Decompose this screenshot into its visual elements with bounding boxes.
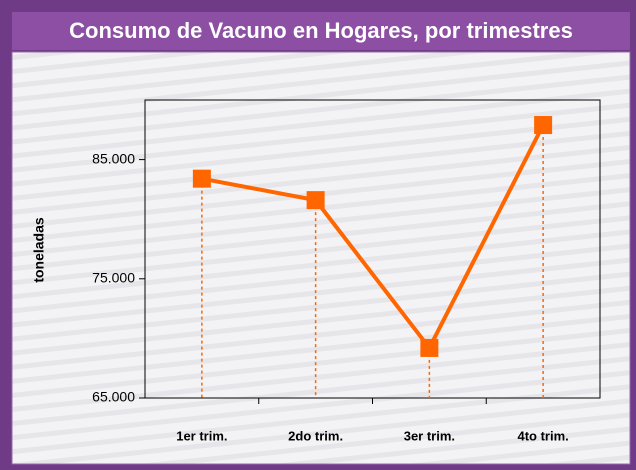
marker [534, 116, 553, 135]
series-line [201, 124, 545, 352]
marker [192, 169, 211, 188]
y-tick-label: 75.000 [92, 270, 135, 286]
panel [11, 51, 631, 465]
y-tick-label: 85.000 [92, 150, 135, 166]
x-tick-label: 1er trim. [176, 428, 227, 443]
y-axis-label: toneladas [31, 217, 47, 283]
x-tick-label: 3er trim. [404, 428, 455, 443]
chart-title: Consumo de Vacuno en Hogares, por trimes… [69, 18, 573, 43]
x-tick-label: 2do trim. [288, 428, 343, 443]
x-tick-label: 4to trim. [517, 428, 568, 443]
marker [420, 338, 439, 357]
marker [306, 191, 325, 210]
title-bar [12, 12, 630, 50]
y-tick-label: 65.000 [92, 389, 135, 405]
